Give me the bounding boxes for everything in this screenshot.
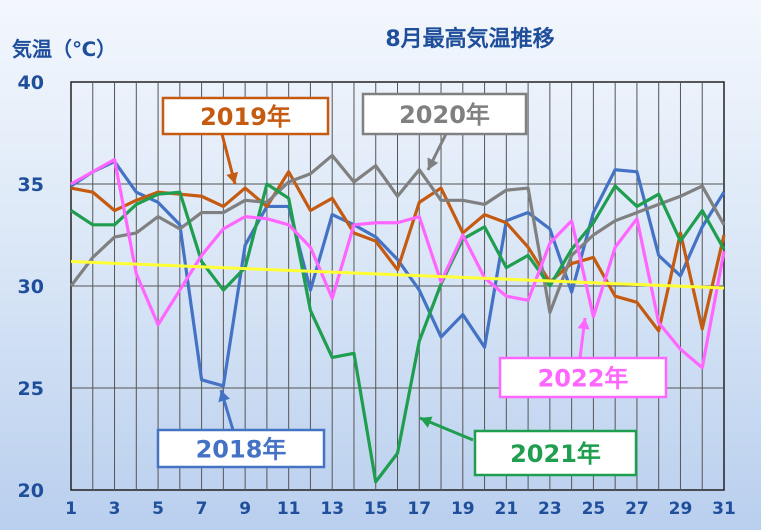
x-tick-label: 23 xyxy=(538,499,562,519)
label-text: 2022年 xyxy=(538,365,629,393)
label-text: 2020年 xyxy=(399,101,490,129)
label-box xyxy=(473,429,638,477)
arrow-head xyxy=(226,171,239,184)
x-tick-label: 31 xyxy=(712,499,736,519)
y-tick-label: 30 xyxy=(18,276,44,298)
x-tick-label: 27 xyxy=(625,499,649,519)
x-tick-label: 19 xyxy=(451,499,475,519)
label-text: 2018年 xyxy=(196,436,287,464)
label-box xyxy=(161,96,330,136)
x-tick-label: 11 xyxy=(277,499,301,519)
label-2019: 2019年 xyxy=(161,96,330,185)
x-tick-label: 3 xyxy=(109,499,121,519)
y-tick-label: 20 xyxy=(18,480,44,502)
series-line-2020 xyxy=(69,153,726,315)
y-axis-label: 気温（℃） xyxy=(12,37,116,61)
label-text: 2019年 xyxy=(200,103,291,131)
label-2022: 2022年 xyxy=(498,317,668,399)
arrow-head xyxy=(577,318,590,330)
x-tick-label: 9 xyxy=(239,499,251,519)
annotations: 2019年 2020年 2018年 2021年 2022年 xyxy=(156,92,668,477)
x-tick-label: 5 xyxy=(152,499,164,519)
x-tick-label: 15 xyxy=(364,499,388,519)
arrow-head xyxy=(427,157,439,170)
chart-title: 8月最高気温推移 xyxy=(385,26,554,52)
x-tick-label: 1 xyxy=(65,499,77,519)
trend-line xyxy=(70,260,725,290)
y-tick-label: 25 xyxy=(18,378,44,400)
label-box xyxy=(498,356,668,399)
y-tick-label: 35 xyxy=(18,174,44,196)
label-box xyxy=(361,92,528,136)
x-tick-label: 25 xyxy=(582,499,606,519)
label-2020: 2020年 xyxy=(361,92,528,171)
x-tick-label: 13 xyxy=(320,499,344,519)
arrow-head xyxy=(218,390,230,403)
label-text: 2021年 xyxy=(510,440,601,468)
label-2021: 2021年 xyxy=(419,416,638,477)
series-layer xyxy=(69,153,726,484)
x-tick-label: 21 xyxy=(494,499,518,519)
label-2018: 2018年 xyxy=(156,389,326,469)
series-line-2022 xyxy=(70,157,726,370)
arrow-head xyxy=(420,416,433,428)
y-tick-label: 40 xyxy=(18,72,44,94)
x-tick-label: 17 xyxy=(407,499,431,519)
series-line-2021 xyxy=(70,182,726,484)
x-tick-label: 7 xyxy=(196,499,208,519)
series-line-2018 xyxy=(70,159,726,388)
label-box xyxy=(156,428,326,469)
x-tick-label: 29 xyxy=(669,499,693,519)
